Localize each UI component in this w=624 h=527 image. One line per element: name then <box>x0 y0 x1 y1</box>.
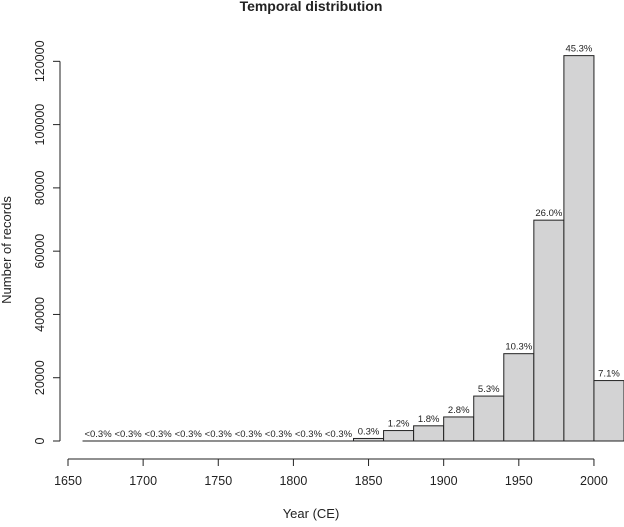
y-axis: 0 20000 40000 60000 80000 100000 120000 <box>33 40 60 444</box>
y-tick-label: 80000 <box>33 170 47 205</box>
y-tick-label: 40000 <box>33 297 47 332</box>
bar-percent-label: 5.3% <box>478 384 500 395</box>
bar-percent-label: <0.3% <box>265 429 293 440</box>
bar-percent-label: <0.3% <box>295 429 323 440</box>
bar-percent-label: <0.3% <box>325 429 353 440</box>
y-tick-label: 120000 <box>33 40 47 82</box>
bar-percent-label: <0.3% <box>84 429 112 440</box>
histogram-bar <box>354 438 384 441</box>
x-tick-label: 1750 <box>204 474 232 488</box>
x-tick-label: 1700 <box>129 474 157 488</box>
bar-percent-label: <0.3% <box>175 429 203 440</box>
bar-percent-label: <0.3% <box>205 429 233 440</box>
bar-percent-label: <0.3% <box>235 429 263 440</box>
histogram-bar <box>384 431 414 441</box>
y-tick-label: 100000 <box>33 104 47 146</box>
histogram-bar <box>414 426 444 441</box>
bar-percent-label: 0.3% <box>358 426 380 437</box>
y-tick-label: 60000 <box>33 234 47 269</box>
histogram-bar <box>444 417 474 441</box>
x-tick-label: 1950 <box>505 474 533 488</box>
bar-percent-label: 10.3% <box>505 342 532 353</box>
x-axis: 1650 1700 1750 1800 1850 1900 1950 2000 <box>54 459 608 488</box>
histogram-bar <box>504 354 534 441</box>
bar-percent-label: 45.3% <box>565 44 592 55</box>
bar-percent-label: 1.8% <box>418 414 440 425</box>
bar-percent-label: 1.2% <box>388 419 410 430</box>
histogram-bar <box>474 396 504 441</box>
bar-percent-label: 26.0% <box>535 208 562 219</box>
x-tick-label: 2000 <box>580 474 608 488</box>
y-tick-label: 0 <box>33 437 47 444</box>
y-tick-label: 20000 <box>33 360 47 395</box>
x-tick-label: 1650 <box>54 474 82 488</box>
bar-percent-label: 7.1% <box>598 369 620 380</box>
x-tick-label: 1800 <box>279 474 307 488</box>
bar-percent-label: 2.8% <box>448 405 470 416</box>
x-tick-label: 1850 <box>355 474 383 488</box>
bars-layer <box>83 56 624 441</box>
histogram-bar <box>594 381 624 441</box>
chart-title: Temporal distribution <box>240 0 383 14</box>
x-axis-label: Year (CE) <box>283 506 340 521</box>
y-axis-label: Number of records <box>0 196 14 304</box>
histogram-bar <box>564 56 594 441</box>
bar-percent-label: <0.3% <box>115 429 143 440</box>
histogram-bar <box>534 220 564 441</box>
bar-percent-label: <0.3% <box>145 429 173 440</box>
x-tick-label: 1900 <box>430 474 458 488</box>
